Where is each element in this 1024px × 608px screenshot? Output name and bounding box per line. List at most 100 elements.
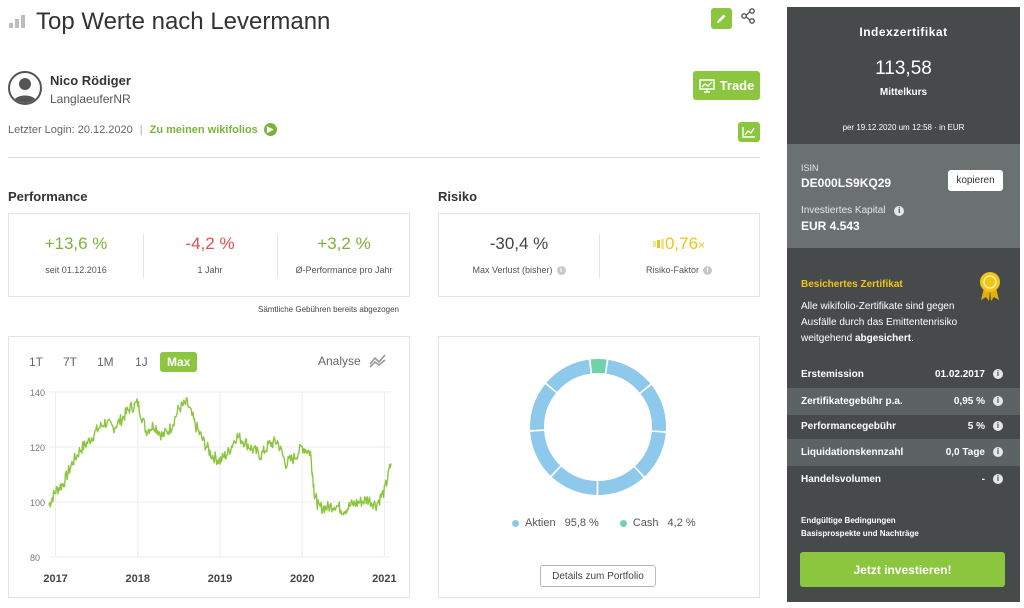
- author-name[interactable]: Nico Rödiger: [50, 73, 131, 88]
- y-tick-label: 100: [30, 498, 45, 508]
- x-tick-label: 2019: [208, 573, 232, 585]
- range-max-button[interactable]: Max: [160, 352, 198, 372]
- donut-slice-aktien[interactable]: [530, 384, 557, 430]
- risk-factor: 0,76× Risiko-Faktor i: [599, 214, 759, 296]
- edit-button[interactable]: [711, 8, 732, 29]
- invested-capital-value: EUR 4.543: [801, 219, 860, 233]
- award-badge-icon: [978, 270, 1002, 302]
- isin-value: DE000LS9KQ29: [801, 176, 892, 190]
- donut-slice-aktien[interactable]: [551, 466, 598, 495]
- arrow-right-icon[interactable]: ▶: [263, 123, 277, 136]
- trade-button[interactable]: Trade: [693, 71, 760, 100]
- pencil-icon: [716, 14, 726, 24]
- donut-slice-aktien[interactable]: [606, 359, 651, 393]
- donut-slice-aktien[interactable]: [530, 430, 561, 476]
- fact-value: 0,95 %: [953, 396, 985, 407]
- secured-certificate-text: Alle wikifolio-Zertifikate sind gegen Au…: [801, 299, 981, 347]
- fact-row-performancegebuehr: Performancegebühr 5 % i: [787, 413, 1020, 440]
- author-handle: LanglaeuferNR: [50, 92, 131, 106]
- fact-row-erstemission: Erstemission 01.02.2017 i: [787, 361, 1020, 388]
- user-avatar-icon[interactable]: [8, 71, 42, 105]
- fact-label: Handelsvolumen: [801, 474, 882, 485]
- donut-slice-aktien[interactable]: [634, 431, 666, 477]
- performance-value: +3,2 %: [317, 234, 371, 253]
- range-1m-button[interactable]: 1M: [97, 355, 114, 369]
- secured-text-bold: abgesichert: [854, 333, 912, 344]
- info-icon[interactable]: i: [894, 206, 905, 216]
- risk-factor-label-row: Risiko-Faktor i: [599, 265, 759, 275]
- portfolio-donut-chart[interactable]: [527, 356, 669, 498]
- my-wikifolios-link[interactable]: Zu meinen wikifolios: [149, 123, 258, 136]
- portfolio-legend: Aktien 95,8 % Cash 4,2 %: [512, 517, 696, 529]
- performance-since-start: +13,6 % seit 01.12.2016: [9, 214, 143, 296]
- x-tick-label: 2018: [126, 573, 150, 585]
- separator: [143, 234, 144, 278]
- info-icon[interactable]: i: [703, 266, 712, 275]
- performance-line-chart[interactable]: 80 100 120 140 2017 2018 2019 2020 2021: [9, 380, 409, 590]
- risk-factor-value: 0,76: [664, 234, 699, 253]
- portfolio-details-button[interactable]: Details zum Portfolio: [540, 565, 656, 587]
- performance-label: Ø-Performance pro Jahr: [295, 265, 393, 275]
- series-line[interactable]: [48, 397, 392, 516]
- info-icon[interactable]: i: [993, 421, 1003, 431]
- range-7t-button[interactable]: 7T: [63, 355, 78, 369]
- performance-label: 1 Jahr: [197, 265, 223, 275]
- range-1j-button[interactable]: 1J: [135, 355, 148, 369]
- x-tick-label: 2017: [43, 573, 67, 585]
- legend-label-cash: Cash: [632, 517, 659, 529]
- risk-factor-value-row: 0,76×: [599, 234, 759, 254]
- fact-value: -: [981, 474, 985, 485]
- header-divider: [8, 157, 760, 158]
- info-icon[interactable]: i: [993, 396, 1003, 406]
- risk-factor-suffix: ×: [698, 238, 706, 252]
- chart-toggle-button[interactable]: [738, 122, 760, 142]
- legend-value-aktien: 95,8 %: [564, 517, 599, 529]
- isin-label: ISIN: [801, 163, 819, 173]
- y-tick-label: 80: [30, 553, 40, 563]
- range-1t-button[interactable]: 1T: [29, 355, 44, 369]
- x-tick-label: 2021: [372, 573, 396, 585]
- donut-slice-aktien[interactable]: [597, 467, 644, 495]
- secured-certificate-title: Besichertes Zertifikat: [801, 279, 903, 290]
- page-title: Top Werte nach Levermann: [36, 8, 331, 35]
- performance-heading: Performance: [8, 189, 88, 204]
- max-loss-label: Max Verlust (bisher): [472, 265, 553, 275]
- risk-card: -30,4 % Max Verlust (bisher) i 0,76× Risi…: [438, 213, 760, 297]
- title-bars-icon: [9, 14, 29, 28]
- legend-label-aktien: Aktien: [525, 517, 556, 529]
- final-terms-link[interactable]: Endgültige Bedingungen: [801, 516, 896, 525]
- fact-row-handelsvolumen: Handelsvolumen - i: [787, 466, 1020, 493]
- login-separator: |: [139, 123, 143, 136]
- info-icon[interactable]: i: [556, 266, 566, 275]
- copy-isin-button[interactable]: kopieren: [948, 170, 1003, 191]
- performance-1-year: -4,2 % 1 Jahr: [143, 214, 277, 296]
- risk-factor-label: Risiko-Faktor: [645, 265, 699, 275]
- performance-value: +13,6 %: [44, 234, 108, 253]
- info-icon[interactable]: i: [993, 447, 1003, 457]
- info-icon[interactable]: i: [993, 369, 1003, 379]
- max-loss-label-row: Max Verlust (bisher) i: [439, 265, 599, 275]
- info-icon[interactable]: i: [993, 474, 1003, 484]
- last-login: Letzter Login: 20.12.2020: [8, 123, 133, 136]
- analyse-link[interactable]: Analyse: [318, 354, 361, 368]
- fact-label: Liquidationskennzahl: [801, 447, 904, 458]
- risk-heading: Risiko: [438, 189, 478, 204]
- fee-note: Sämtliche Gebühren bereits abgezogen: [258, 305, 399, 314]
- secured-text-end: .: [911, 333, 914, 344]
- prospectus-link[interactable]: Basisprospekte und Nachträge: [801, 529, 919, 538]
- fact-value: 0,0 Tage: [945, 447, 985, 458]
- line-chart-icon: [742, 127, 755, 138]
- invest-now-button[interactable]: Jetzt investieren!: [800, 552, 1005, 587]
- donut-slice-aktien[interactable]: [640, 385, 666, 432]
- certificate-price-date: per 19.12.2020 um 12:58 · in EUR: [842, 123, 965, 132]
- analyse-icon[interactable]: [369, 352, 387, 368]
- donut-slice-aktien[interactable]: [546, 359, 591, 393]
- performance-value: -4,2 %: [185, 234, 235, 253]
- fact-value: 01.02.2017: [934, 369, 985, 380]
- share-icon[interactable]: [740, 8, 758, 26]
- certificate-price-label: Mittelkurs: [879, 87, 928, 98]
- legend-value-cash: 4,2 %: [667, 517, 696, 529]
- y-tick-label: 140: [30, 388, 45, 398]
- secured-text-main: Alle wikifolio-Zertifikate sind gegen Au…: [801, 301, 958, 344]
- certificate-isin-panel: [787, 144, 1020, 248]
